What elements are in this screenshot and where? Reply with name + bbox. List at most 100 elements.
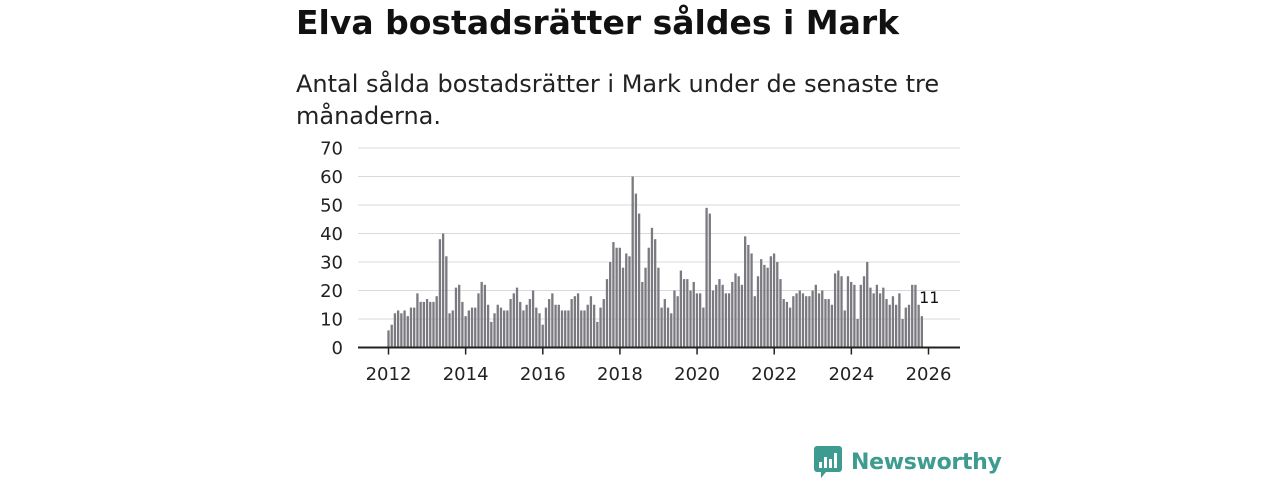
bar: [727, 293, 731, 348]
bar: [885, 299, 888, 348]
bar: [580, 310, 583, 348]
bar: [406, 316, 409, 348]
bar: [708, 213, 711, 348]
x-tick-label: 2016: [520, 364, 566, 385]
bar: [895, 304, 898, 348]
bar: [625, 253, 628, 348]
bar: [544, 307, 548, 348]
bar: [843, 310, 846, 348]
bar: [856, 319, 859, 348]
bar: [814, 284, 817, 348]
bar: [618, 247, 621, 348]
bar: [869, 287, 872, 348]
bar: [682, 279, 686, 348]
bar: [506, 310, 509, 348]
chart-subtitle: Antal sålda bostadsrätter i Mark under d…: [296, 70, 940, 130]
page-title: Elva bostadsrätter såldes i Mark: [296, 3, 900, 42]
bar: [438, 239, 442, 348]
bar: [695, 293, 699, 348]
bar: [888, 304, 891, 348]
bar: [605, 279, 609, 348]
bar: [496, 304, 499, 348]
bar: [798, 290, 801, 348]
bar: [461, 301, 464, 348]
bar: [821, 290, 824, 348]
brand-logo: Newsworthy: [814, 446, 1002, 478]
bar: [490, 321, 493, 348]
bar: [576, 293, 580, 348]
bar: [477, 293, 480, 348]
bar: [396, 310, 400, 348]
bar: [628, 256, 631, 348]
bar: [827, 299, 830, 348]
bar: [917, 304, 920, 348]
bar: [756, 276, 760, 348]
bar: [872, 293, 875, 348]
bar: [422, 301, 425, 348]
bar: [583, 310, 586, 348]
bar: [891, 296, 895, 348]
bar: [686, 279, 689, 348]
bar: [503, 310, 506, 348]
bar: [573, 296, 577, 348]
bar: [920, 316, 924, 348]
bar: [689, 290, 692, 348]
bar: [560, 310, 564, 348]
x-tick-label: 2018: [597, 364, 643, 385]
y-tick-label: 20: [320, 281, 343, 302]
bar: [419, 301, 422, 348]
y-tick-label: 60: [320, 167, 343, 188]
bar: [785, 301, 789, 348]
bar: [390, 324, 393, 348]
bar: [737, 276, 740, 348]
bar: [878, 293, 882, 348]
bar: [470, 307, 474, 348]
y-tick-label: 40: [320, 224, 343, 245]
bar: [602, 299, 605, 348]
y-axis-ticks: 0 10 20 30 40 50 60 70: [320, 139, 343, 360]
bar: [850, 281, 853, 348]
bar: [564, 310, 567, 348]
bar: [679, 270, 683, 348]
bar: [699, 293, 702, 348]
bar: [441, 233, 445, 348]
bar: [760, 259, 763, 348]
bar: [914, 284, 917, 348]
bar-series: [387, 176, 924, 348]
bar: [660, 307, 663, 348]
bar: [711, 290, 715, 348]
bar: [866, 262, 869, 348]
bar: [743, 236, 747, 348]
bar: [547, 299, 551, 348]
bar: [833, 273, 837, 348]
bar: [531, 290, 535, 348]
bar: [753, 296, 756, 348]
bar: [715, 284, 718, 348]
x-axis-ticks: 2012 2014 2016 2018 2020 2022 2024 2026: [366, 347, 951, 385]
annotations: 11: [919, 288, 939, 307]
bar: [612, 242, 615, 348]
bar: [654, 239, 657, 348]
bar: [666, 307, 670, 348]
bar: [705, 207, 708, 348]
bar: [483, 284, 487, 348]
bar: [409, 307, 413, 348]
bar: [898, 293, 901, 348]
bar: [435, 296, 438, 348]
bar-chart: 0 10 20 30 40 50 60 70 2012 2014 2016 2018 2020 2022…: [320, 139, 960, 385]
bar: [766, 267, 769, 348]
bar: [862, 276, 866, 348]
bar: [541, 324, 544, 348]
bar: [467, 310, 470, 348]
bar: [519, 301, 522, 348]
bar: [747, 244, 750, 348]
bar: [907, 304, 911, 348]
bar: [589, 296, 593, 348]
bar: [808, 296, 811, 348]
last-value-label: 11: [919, 288, 939, 307]
x-tick-label: 2024: [828, 364, 874, 385]
bar: [432, 301, 435, 348]
bar: [403, 310, 406, 348]
bar-chart-speech-bubble-icon: [814, 446, 842, 478]
bar: [718, 279, 721, 348]
